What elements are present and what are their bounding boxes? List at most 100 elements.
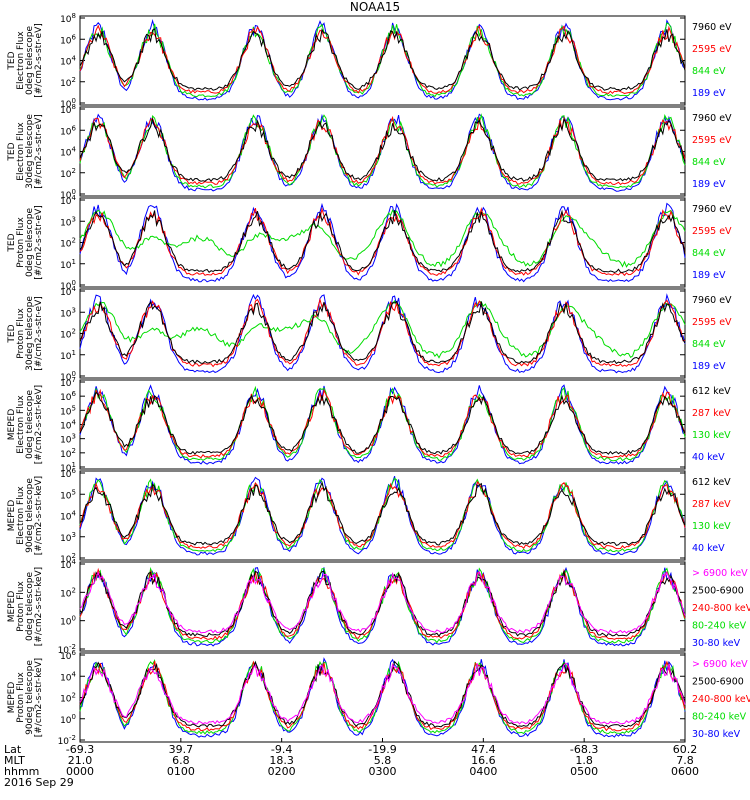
series-line-red [79,388,686,459]
series-line-blue [79,293,686,374]
y-tick-label: 104 [60,55,76,68]
legend-entry: 189 eV [692,88,726,99]
x-tick-lat: 39.7 [168,743,194,756]
series-line-green [79,477,686,553]
legend-entry: 7960 eV [692,22,732,33]
y-tick-label: 101 [60,461,76,474]
legend-entry: 612 keV [692,477,731,488]
x-tick-lat: -69.3 [65,743,95,756]
series-line-black [79,481,686,546]
x-tick-hhmm: 0100 [166,765,195,778]
y-tick-label: 102 [60,76,76,89]
legend-entry: 2500-6900 [692,586,744,597]
series-line-blue [79,384,686,465]
x-tick-lat: -19.9 [368,743,397,756]
series-line-green [79,22,686,98]
y-axis-label: TEDProton Flux0deg telescope[#/cm2-s-str… [7,205,44,280]
y-tick-label: 106 [60,390,76,403]
series-line-blue [79,18,686,101]
series-line-blue [79,113,686,192]
y-tick-label: 102 [60,328,76,341]
panel-3: 100 101 102 103 104 TEDProton Flux0deg telesc… [7,194,732,292]
y-tick-label: 108 [60,12,76,25]
chart-title: NOAA15 [349,0,401,14]
legend-entry: 2595 eV [692,226,732,237]
y-tick-label: 103 [60,306,76,319]
y-tick-label: 104 [60,558,76,571]
y-tick-label: 10-2 [58,734,76,747]
series-line-black [79,391,686,455]
panel-frame [79,15,686,106]
series-line-blue [79,566,686,647]
series-line-red [79,480,686,550]
y-tick-label: 104 [60,670,76,683]
y-tick-label: 102 [60,552,76,565]
legend-entry: 287 keV [692,408,731,419]
y-tick-label: 104 [60,510,76,523]
y-tick-label: 105 [60,404,76,417]
series-line-black [79,28,686,91]
legend-entry: 287 keV [692,499,731,510]
y-tick-label: 106 [60,467,76,480]
series-line-black [79,660,686,728]
y-axis-label: MEPEDProton Flux90deg telescope[#/cm2-s-… [7,658,44,737]
y-tick-label: 104 [60,419,76,432]
y-axis-label: MEPEDElectron Flux0deg telescope[#/cm2-s… [7,385,44,464]
x-tick-mlt: 5.8 [373,754,392,767]
series-line-green [79,566,686,644]
x-tick-hhmm: 0300 [368,765,397,778]
y-tick-label: 103 [60,433,76,446]
series-line-blue [79,476,686,556]
y-tick-label: 101 [60,349,76,362]
x-tick-lat: -68.3 [569,743,599,756]
series-line-blue [79,202,686,283]
axis-row-mlt-label: MLT [4,754,25,767]
series-line-red [79,115,686,186]
series-line-green [79,209,686,268]
panel-frame [79,379,686,470]
y-tick-label: 104 [60,285,76,298]
legend-entry: 844 eV [692,66,726,77]
y-tick-label: 108 [60,103,76,116]
legend-entry: 2595 eV [692,317,732,328]
panel-1: 100 102 104 106 108 TEDElectron Flux0deg tele… [7,12,732,110]
legend-entry: 189 eV [692,361,726,372]
axis-row-lat-label: Lat [4,743,22,756]
series-line-black [79,209,686,274]
series-line-magenta [79,662,686,725]
series-line-black [79,570,686,638]
legend-entry: 40 keV [692,452,725,463]
legend-entry: 240-800 keV [692,694,750,705]
legend-entry: 189 eV [692,179,726,190]
y-tick-label: 10-2 [58,643,76,656]
x-tick-mlt: 7.8 [676,754,694,767]
y-tick-label: 106 [60,33,76,46]
x-tick-hhmm: 0400 [469,765,498,778]
legend-entry: > 6900 keV [692,659,748,670]
x-tick-lat: -9.4 [270,743,293,756]
series-line-magenta [79,570,686,634]
legend-entry: 2500-6900 [692,677,744,688]
x-tick-mlt: 18.3 [269,754,294,767]
y-tick-label: 103 [60,215,76,228]
legend-entry: 2595 eV [692,44,732,55]
legend-entry: 612 keV [692,386,731,397]
panel-frame [79,288,686,379]
series-line-red [79,24,686,95]
legend-entry: 7960 eV [692,295,732,306]
y-tick-label: 102 [60,586,76,599]
series-line-green [79,658,686,735]
y-tick-label: 100 [60,615,76,628]
legend-entry: 7960 eV [692,113,732,124]
series-line-blue [79,657,686,738]
legend-entry: > 6900 keV [692,568,748,579]
legend-entry: 844 eV [692,157,726,168]
panel-4: 100 101 102 103 104 TEDProton Flux30deg teles… [7,285,732,383]
x-tick-hhmm: 0500 [570,765,599,778]
y-tick-label: 102 [60,447,76,460]
y-tick-label: 103 [60,531,76,544]
y-tick-label: 100 [60,370,76,383]
legend-entry: 7960 eV [692,204,732,215]
